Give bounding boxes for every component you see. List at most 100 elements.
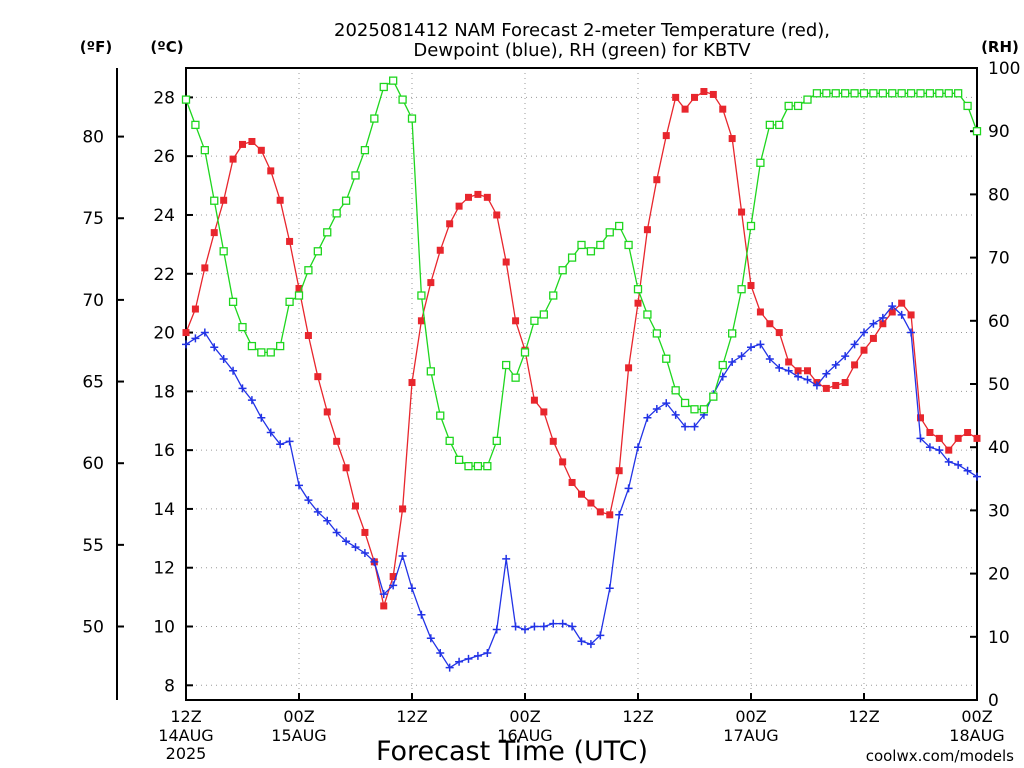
x-tick-year-label: 2025	[166, 744, 207, 763]
rh-point	[775, 120, 784, 130]
rh-tick-label: 100	[988, 59, 1020, 79]
fahrenheit-tick-label: 55	[82, 536, 104, 556]
dewpoint-point	[643, 413, 652, 422]
dewpoint-point	[737, 352, 746, 361]
rh-point	[586, 247, 596, 256]
dewpoint-point	[483, 648, 492, 657]
dewpoint-point	[276, 440, 285, 449]
dewpoint-point	[784, 366, 793, 375]
temperature-point	[653, 176, 661, 184]
x-tick-label: 00Z	[735, 707, 766, 726]
rh-point	[671, 386, 680, 395]
x-tick-label: 00Z	[283, 707, 314, 726]
rh-point	[643, 310, 652, 319]
temperature-point	[512, 317, 520, 325]
dewpoint-point	[794, 372, 803, 381]
temperature-point	[239, 140, 246, 148]
chart-title-line2: Dewpoint (blue), RH (green) for KBTV	[413, 40, 751, 61]
dewpoint-point	[426, 634, 435, 643]
rh-point	[812, 89, 822, 98]
dewpoint-point	[436, 648, 445, 657]
temperature-point	[342, 464, 350, 472]
celsius-tick-label: 16	[153, 441, 175, 461]
rh-point	[539, 310, 548, 319]
fahrenheit-tick-label: 60	[82, 454, 104, 474]
rh-point	[313, 247, 322, 256]
rh-point	[841, 89, 850, 98]
temperature-point	[775, 329, 783, 337]
dewpoint-point	[247, 396, 256, 405]
rh-tick-label: 90	[988, 122, 1010, 142]
dewpoint-point	[850, 340, 859, 349]
rh-point	[473, 462, 483, 471]
celsius-axis-unit: (ºC)	[150, 38, 183, 56]
rh-point	[294, 291, 304, 300]
temperature-point	[191, 305, 199, 313]
rh-point	[257, 348, 266, 357]
temperature-point	[964, 429, 972, 437]
rh-point	[445, 436, 454, 446]
celsius-tick-label: 24	[153, 206, 175, 226]
temperature-point	[625, 364, 633, 372]
temperature-point	[446, 220, 454, 228]
temperature-point	[267, 167, 275, 175]
dewpoint-point	[408, 584, 416, 593]
x-tick-date-label: 16AUG	[497, 726, 552, 745]
rh-point	[210, 196, 219, 205]
dewpoint-point	[360, 549, 369, 558]
temperature-point	[587, 499, 595, 507]
rh-point	[238, 322, 247, 332]
rh-tick-label: 70	[988, 249, 1010, 269]
rh-point	[351, 171, 360, 180]
temperature-point	[643, 226, 651, 234]
temperature-point	[606, 511, 614, 519]
dewpoint-point	[907, 328, 916, 337]
dewpoint-point	[295, 481, 303, 490]
celsius-tick-label: 10	[153, 618, 175, 638]
temperature-point	[559, 458, 567, 466]
temperature-point	[794, 367, 802, 375]
celsius-tick-label: 28	[153, 88, 175, 108]
rh-point	[332, 209, 341, 218]
dewpoint-point	[530, 622, 539, 631]
temperature-point	[323, 408, 331, 416]
dewpoint-point	[266, 428, 275, 437]
temperature-point	[672, 93, 680, 101]
dewpoint-point	[897, 310, 906, 319]
rh-point	[276, 341, 285, 351]
rh-point	[596, 240, 605, 250]
x-tick-label: 12Z	[622, 707, 653, 726]
axes: 8 10 12 14 16 18 20 22 24 26 28 50 55 60 65 70 75 80 0 10 20…	[82, 59, 1020, 763]
temperature-point	[756, 308, 764, 316]
rh-point	[803, 95, 812, 104]
temperature-point	[728, 135, 736, 143]
dewpoint-point	[445, 663, 454, 672]
temperature-point	[738, 208, 746, 216]
temperature-point	[314, 373, 322, 381]
dewpoint-point	[634, 443, 642, 452]
dewpoint-point	[803, 375, 812, 384]
dewpoint-point	[690, 422, 699, 431]
temperature-point	[380, 602, 388, 610]
credit-text: coolwx.com/models	[866, 747, 1014, 765]
temperature-point	[493, 211, 501, 219]
rh-point	[520, 348, 530, 357]
rh-point	[737, 285, 746, 294]
temperature-point	[465, 193, 472, 201]
rh-point	[530, 316, 539, 325]
fahrenheit-tick-label: 65	[82, 373, 104, 393]
fahrenheit-tick-label: 50	[82, 618, 104, 638]
temperature-point	[201, 264, 209, 272]
rh-point	[389, 76, 398, 85]
rh-point	[567, 253, 577, 262]
celsius-tick-label: 12	[153, 559, 175, 579]
dewpoint-point	[765, 355, 774, 364]
rh-point	[652, 329, 661, 338]
temperature-point	[417, 317, 425, 325]
dewpoint-point	[285, 437, 294, 446]
dewpoint-point	[304, 496, 313, 505]
temperature-point	[785, 358, 793, 366]
x-tick-label: 12Z	[848, 707, 879, 726]
rh-point	[398, 95, 407, 104]
